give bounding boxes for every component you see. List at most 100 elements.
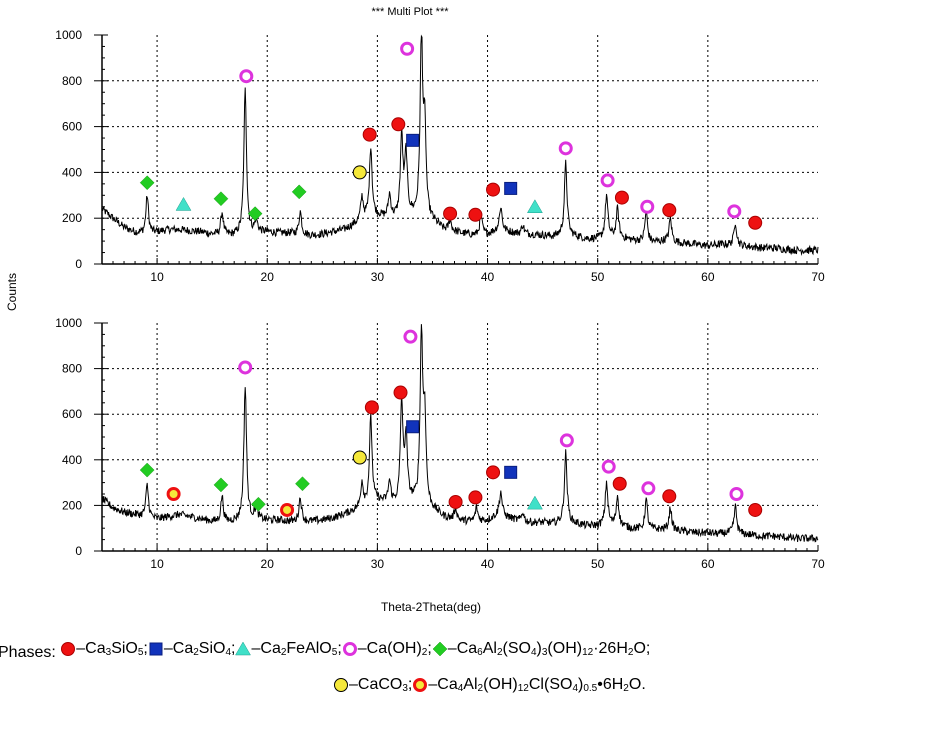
phase-marker-ca3sio5 <box>486 182 501 197</box>
phase-marker-ettringite <box>251 496 266 512</box>
phase-marker-ettringite <box>291 184 307 200</box>
legend-prefix: Phases: <box>0 644 61 661</box>
y-tick-label: 600 <box>62 120 82 134</box>
blue-square-icon <box>148 641 164 657</box>
x-tick-label: 70 <box>811 270 825 284</box>
phase-marker-caoh2 <box>558 141 573 156</box>
legend-separator: ; <box>407 676 413 693</box>
phase-marker-caoh2 <box>729 487 744 501</box>
phase-marker-ca3sio5 <box>662 203 677 218</box>
phase-marker-caoh2 <box>239 69 254 84</box>
legend-formula: Ca6Al2(SO4)3(OH)12·26H2O <box>456 640 646 658</box>
legend-item: – Ca(OH)2; <box>342 640 432 658</box>
legend-line-1: Phases: – Ca3SiO5; – Ca2SiO4; – Ca2FeAlO… <box>0 640 940 662</box>
phase-marker-ettringite <box>295 476 310 492</box>
phase-marker-friedel <box>166 487 181 501</box>
legend-dash: – <box>349 676 358 693</box>
phase-marker-ca3sio5 <box>748 502 763 517</box>
legend-formula: Ca(OH)2 <box>366 640 428 658</box>
legend-dash: – <box>428 676 438 693</box>
legend-formula: Ca2SiO4 <box>172 640 232 658</box>
phase-marker-ca3sio5 <box>448 494 463 509</box>
xrd-multi-plot: *** Multi Plot *** Counts Theta-2Theta(d… <box>5 6 825 614</box>
y-tick-label: 1000 <box>55 316 82 330</box>
red-circle-icon-shape <box>61 642 76 656</box>
magenta-ring-icon-shape <box>342 642 357 656</box>
legend-item: – Ca2FeAlO5; <box>235 640 342 658</box>
red-circle-icon <box>60 641 76 657</box>
phase-marker-ca3sio5 <box>612 476 627 491</box>
y-tick-label: 200 <box>62 211 82 225</box>
x-tick-label: 20 <box>261 557 275 571</box>
phase-marker-ca2fealo5 <box>175 196 192 211</box>
green-diamond-icon <box>432 641 448 657</box>
y-tick-label: 400 <box>62 165 82 179</box>
phase-marker-ca3sio5 <box>362 127 377 142</box>
phase-marker-caoh2 <box>640 199 655 214</box>
phase-marker-ca2fealo5 <box>526 495 543 510</box>
y-tick-label: 800 <box>62 74 82 88</box>
x-tick-label: 60 <box>701 270 715 284</box>
magenta-ring-icon <box>342 641 358 657</box>
x-tick-label: 60 <box>701 557 715 571</box>
phase-marker-ca3sio5 <box>391 117 406 132</box>
phase-marker-caoh2 <box>600 173 615 188</box>
phase-marker-ettringite <box>247 206 263 221</box>
x-tick-label: 10 <box>150 557 164 571</box>
diffractogram-line <box>101 34 819 256</box>
yellow-circle-icon <box>333 677 349 693</box>
legend-item: – CaCO3; <box>333 676 412 694</box>
legend-item: – Ca2SiO4; <box>148 640 235 658</box>
cyan-triangle-icon-shape <box>235 641 252 656</box>
figure-title: *** Multi Plot *** <box>371 6 449 18</box>
legend-dash: – <box>76 640 86 657</box>
x-tick-label: 70 <box>811 557 825 571</box>
x-tick-label: 40 <box>481 270 495 284</box>
y-tick-label: 1000 <box>55 28 82 42</box>
phase-marker-ca2sio4 <box>406 133 420 147</box>
phase-marker-ettringite <box>139 462 155 478</box>
y-axis-label: Counts <box>5 273 19 311</box>
legend-formula: CaCO3 <box>357 676 408 694</box>
phase-marker-ca2fealo5 <box>526 199 543 213</box>
phase-marker-friedel <box>280 502 295 517</box>
x-tick-label: 50 <box>591 270 605 284</box>
yellow-red-ring-icon-shape <box>413 678 428 692</box>
phase-marker-ettringite <box>213 477 229 493</box>
phase-marker-ca3sio5 <box>468 207 483 222</box>
x-axis-label: Theta-2Theta(deg) <box>381 600 481 614</box>
yellow-circle-icon-shape <box>334 678 348 692</box>
blue-square-icon-shape <box>149 642 163 656</box>
phase-marker-caoh2 <box>238 360 253 375</box>
phase-marker-ca3sio5 <box>443 206 458 221</box>
x-tick-label: 10 <box>150 270 164 284</box>
y-tick-label: 200 <box>62 498 82 512</box>
legend-separator: ; <box>337 640 342 657</box>
x-tick-label: 30 <box>371 270 385 284</box>
top-diffractogram-panel: 10 20 30 40 50 60 70 0 200 400 600 800 1000 <box>55 28 825 284</box>
y-tick-label: 600 <box>62 407 82 421</box>
y-tick-label: 400 <box>62 453 82 467</box>
phase-marker-ca3sio5 <box>468 490 483 505</box>
phase-marker-ca2sio4 <box>406 420 420 434</box>
x-tick-label: 30 <box>371 557 385 571</box>
x-tick-label: 40 <box>481 557 495 571</box>
phase-marker-caoh2 <box>727 204 742 219</box>
legend-dash: – <box>251 640 261 657</box>
phase-marker-ca3sio5 <box>748 215 763 230</box>
phase-marker-ettringite <box>213 191 229 207</box>
plot-area <box>102 323 818 551</box>
green-diamond-icon-shape <box>432 641 448 657</box>
legend-separator: . <box>641 676 646 693</box>
phase-marker-ca3sio5 <box>614 190 629 205</box>
phase-marker-ettringite <box>139 175 155 191</box>
legend-dash: – <box>357 640 367 657</box>
phase-marker-caoh2 <box>641 481 656 496</box>
phase-marker-caoh2 <box>403 329 418 344</box>
yellow-red-ring-icon <box>412 677 428 693</box>
y-tick-label: 0 <box>75 544 82 558</box>
phase-marker-ca3sio5 <box>393 385 408 400</box>
legend-item: – Ca4Al2(OH)12Cl(SO4)0.5•6H2O. <box>412 676 646 694</box>
x-tick-label: 20 <box>261 270 275 284</box>
plot-area <box>102 35 818 264</box>
